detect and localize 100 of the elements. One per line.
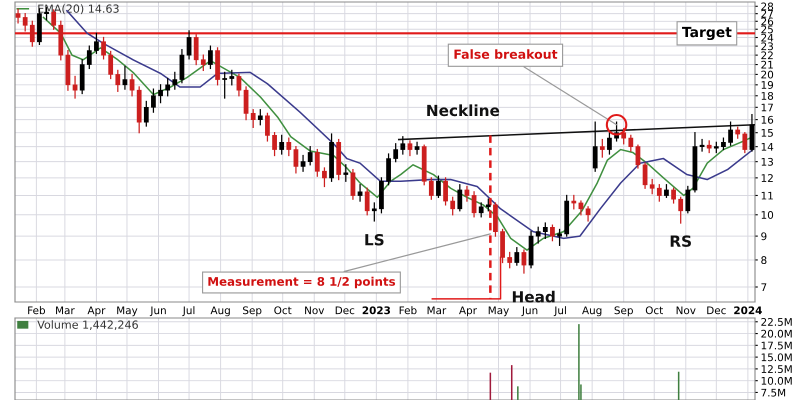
y-tick-label: 21 bbox=[761, 60, 773, 68]
candlestick bbox=[650, 178, 655, 194]
x-tick-label: Jul bbox=[554, 306, 566, 316]
y-tick-label: 13 bbox=[762, 158, 773, 166]
candlestick bbox=[144, 100, 149, 127]
annotation: Measurement = 8 1/2 points bbox=[208, 276, 396, 288]
candlestick bbox=[258, 109, 263, 126]
candlestick bbox=[586, 206, 590, 222]
candlestick bbox=[742, 132, 748, 154]
y-tick-label: 20 bbox=[761, 70, 774, 79]
candlestick bbox=[728, 122, 733, 146]
candlestick bbox=[636, 144, 640, 169]
legend-label: Volume 1,442,246 bbox=[37, 320, 138, 330]
x-tick-label: Oct bbox=[274, 306, 292, 314]
candlestick bbox=[322, 167, 327, 188]
y-tick-label: 22.5M bbox=[761, 318, 792, 326]
y-tick-label: 7 bbox=[761, 283, 766, 291]
annotation: RS bbox=[670, 235, 691, 247]
candlestick bbox=[578, 200, 584, 216]
y-tick-label: 15.0M bbox=[762, 353, 792, 362]
x-tick-label: Aug bbox=[582, 306, 602, 316]
candlestick bbox=[478, 202, 484, 218]
candlestick bbox=[678, 196, 684, 224]
candlestick bbox=[244, 86, 248, 120]
candlestick bbox=[671, 188, 676, 204]
y-tick-label: 14 bbox=[762, 143, 774, 151]
x-tick-label: Apr bbox=[88, 306, 106, 316]
y-tick-label: 7.5M bbox=[761, 388, 786, 397]
candlestick bbox=[279, 134, 284, 155]
candlestick bbox=[208, 46, 213, 70]
candlestick bbox=[30, 20, 35, 47]
candlestick bbox=[450, 196, 456, 216]
candlestick bbox=[507, 252, 512, 268]
candlestick bbox=[486, 198, 491, 212]
annotation: Head bbox=[512, 290, 555, 303]
x-tick-label: 2023 bbox=[362, 306, 390, 314]
annotation: Neckline bbox=[427, 104, 500, 116]
candlestick bbox=[94, 32, 99, 54]
annotation: False breakout bbox=[454, 49, 558, 59]
x-tick-label: Jul bbox=[182, 306, 194, 316]
candlestick bbox=[400, 136, 406, 155]
y-tick-label: 17 bbox=[762, 104, 773, 112]
x-tick-label: Jun bbox=[150, 306, 166, 316]
candlestick bbox=[186, 30, 192, 60]
candlestick bbox=[265, 112, 270, 142]
candlestick bbox=[436, 176, 441, 198]
candlestick bbox=[222, 72, 228, 99]
candlestick bbox=[656, 184, 662, 202]
y-tick-label: 27 bbox=[761, 10, 773, 18]
candlestick bbox=[550, 224, 555, 242]
x-tick-label: Feb bbox=[28, 306, 46, 314]
candlestick bbox=[86, 46, 92, 70]
candlestick bbox=[721, 138, 726, 150]
y-tick-label: 10.0M bbox=[762, 376, 792, 385]
y-tick-label: 12.5M bbox=[762, 365, 792, 373]
x-tick-label: Jun bbox=[521, 306, 538, 316]
x-tick-label: Oct bbox=[646, 306, 663, 314]
ref-line-label: Target bbox=[682, 26, 732, 40]
y-tick-label: 26 bbox=[761, 18, 774, 26]
candlestick bbox=[514, 247, 520, 266]
y-tick-label: 12 bbox=[762, 174, 773, 182]
candlestick bbox=[685, 186, 690, 214]
candlestick bbox=[414, 142, 420, 155]
y-tick-label: 16 bbox=[762, 116, 774, 124]
candlestick bbox=[542, 222, 548, 239]
candlestick bbox=[314, 148, 320, 177]
candlestick bbox=[300, 154, 306, 172]
candlestick bbox=[443, 177, 448, 206]
candlestick bbox=[286, 138, 292, 156]
candlestick bbox=[158, 84, 163, 104]
y-tick-label: 20.0M bbox=[761, 330, 792, 338]
candlestick bbox=[536, 226, 541, 244]
x-tick-label: Dec bbox=[336, 306, 354, 314]
candlestick bbox=[372, 202, 377, 222]
candlestick bbox=[130, 74, 134, 96]
candlestick bbox=[165, 78, 170, 96]
x-tick-label: Mar bbox=[56, 306, 75, 314]
y-tick-label: 22 bbox=[761, 51, 773, 60]
candlestick bbox=[592, 122, 598, 172]
candlestick bbox=[714, 142, 719, 154]
candlestick bbox=[236, 74, 242, 96]
y-tick-label: 23 bbox=[761, 42, 773, 50]
x-tick-label: May bbox=[117, 306, 138, 316]
candlestick bbox=[101, 36, 106, 60]
x-tick-label: Sep bbox=[614, 306, 633, 316]
candlestick bbox=[364, 188, 370, 216]
candlestick bbox=[350, 168, 356, 200]
candlestick bbox=[700, 138, 704, 152]
candlestick bbox=[358, 184, 362, 202]
x-tick-label: Apr bbox=[459, 306, 477, 316]
candlestick bbox=[343, 164, 348, 182]
y-tick-label: 8 bbox=[761, 256, 766, 264]
y-tick-label: 11 bbox=[762, 192, 773, 200]
candlestick bbox=[664, 184, 669, 198]
candlestick bbox=[386, 153, 391, 186]
x-tick-label: May bbox=[488, 306, 509, 316]
candlestick bbox=[522, 249, 526, 274]
candlestick bbox=[115, 70, 120, 92]
candlestick bbox=[151, 88, 156, 113]
y-tick-label: 17.5M bbox=[762, 342, 792, 350]
